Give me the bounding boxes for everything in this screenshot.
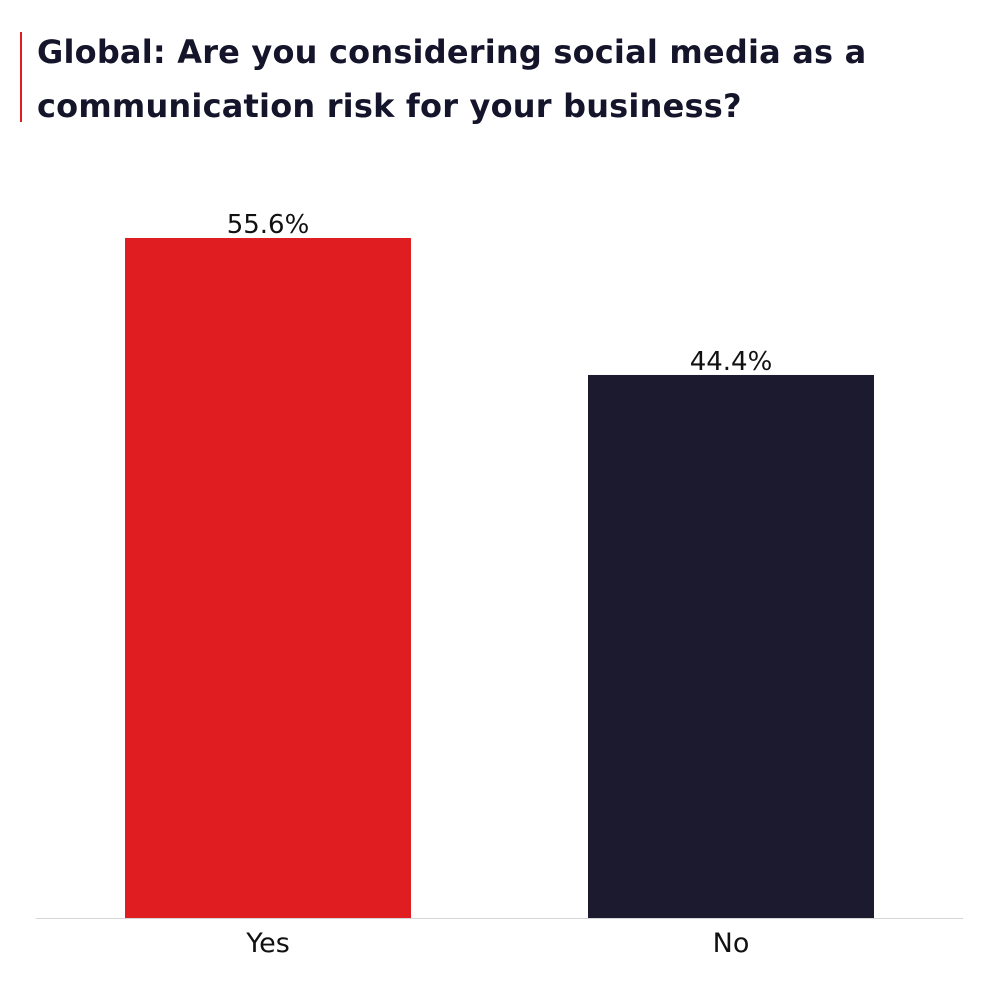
- category-label-yes: Yes: [245, 928, 290, 959]
- bar-no: [588, 374, 874, 919]
- title-accent-bar: [20, 32, 22, 122]
- bar-yes: [125, 238, 411, 918]
- category-label-no: No: [713, 928, 750, 959]
- chart-title: Global: Are you considering social media…: [37, 33, 867, 125]
- value-label-yes: 55.6%: [227, 210, 310, 240]
- value-label-no: 44.4%: [690, 347, 773, 377]
